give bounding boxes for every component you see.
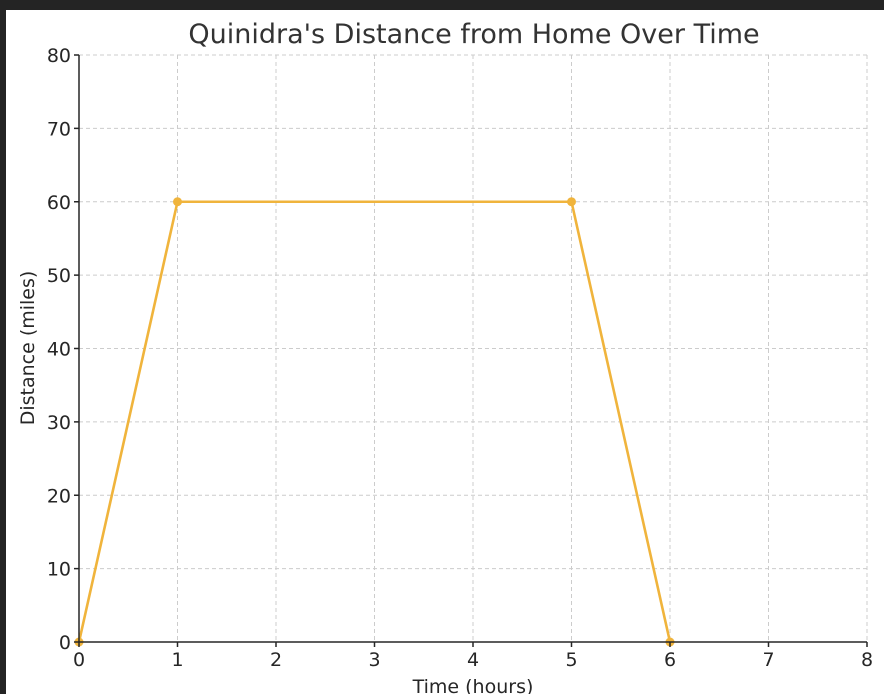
x-axis-label: Time (hours) [412,676,534,694]
y-tick-label: 40 [47,339,71,361]
line-chart: Quinidra's Distance from Home Over Time … [17,19,873,694]
y-tick-label: 30 [47,412,71,434]
y-axis-label: Distance (miles) [17,271,39,426]
series-line [77,200,672,643]
x-tick-label: 6 [664,649,676,671]
data-point [173,197,182,207]
grid-layer [79,54,868,642]
y-tick-label: 70 [47,118,71,140]
y-tick-label: 80 [47,45,71,67]
series-layer [74,197,675,647]
data-point [567,197,576,207]
y-tick-label: 10 [47,559,71,581]
x-tick-label: 0 [73,649,85,671]
chart-title: Quinidra's Distance from Home Over Time [188,19,759,50]
x-tick-label: 5 [565,649,577,671]
x-tick-label: 3 [368,649,380,671]
y-tick-label: 50 [47,265,71,287]
y-tick-label: 20 [47,485,71,507]
chart-canvas: Quinidra's Distance from Home Over Time … [6,10,884,694]
y-tick-label: 0 [59,632,71,654]
x-tick-label: 1 [171,649,183,671]
x-tick-label: 2 [270,649,282,671]
x-tick-label: 8 [861,649,873,671]
x-tick-label: 7 [762,649,774,671]
y-tick-label: 60 [47,192,71,214]
x-tick-label: 4 [467,649,479,671]
